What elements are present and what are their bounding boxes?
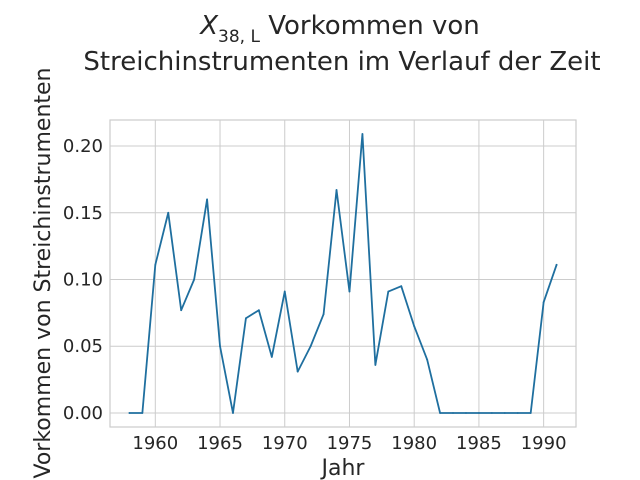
y-tick-label: 0.10 (63, 270, 103, 291)
series-point (452, 412, 454, 414)
series-point (400, 285, 403, 288)
y-tick-label: 0.20 (63, 136, 103, 157)
series-point (348, 290, 351, 293)
y-tick-label: 0.05 (63, 336, 103, 357)
x-tick-label: 1970 (262, 433, 308, 454)
series-point (180, 309, 183, 312)
x-tick-label: 1980 (391, 433, 437, 454)
y-tick-label: 0.00 (63, 403, 103, 424)
series-point (361, 133, 364, 135)
series-point (309, 345, 312, 348)
series-point (490, 412, 493, 414)
x-tick-label: 1985 (456, 433, 502, 454)
series-point (128, 412, 131, 414)
series-point (503, 412, 506, 414)
series-point (529, 412, 532, 414)
series-point (335, 189, 338, 191)
y-tick-labels: 0.00 0.05 0.10 0.15 0.20 (63, 136, 103, 424)
series-point (439, 412, 441, 414)
series-point (245, 317, 247, 320)
series-point (154, 263, 157, 266)
series-point (387, 290, 390, 293)
series-point (232, 412, 234, 414)
series-point (465, 412, 467, 414)
series-point (322, 313, 325, 316)
series-point (426, 358, 429, 361)
series-line (128, 133, 558, 414)
chart-title-line1: X38, L Vorkommen von (198, 11, 480, 47)
chart-title-line2: Streichinstrumenten im Verlauf der Zeit (83, 47, 600, 77)
y-axis-label: Vorkommen von Streichinstrumenten (31, 68, 56, 479)
series-layer (128, 133, 558, 414)
series-point (270, 356, 273, 358)
series-point (478, 412, 480, 414)
x-axis-label: Jahr (320, 456, 366, 480)
x-tick-label: 1990 (521, 433, 567, 454)
series-point (555, 263, 558, 266)
grid (110, 120, 576, 427)
x-tick-labels: 1960 1965 1970 1975 1980 1985 1990 (132, 433, 566, 454)
series-point (413, 325, 416, 328)
title-rest: Vorkommen von (260, 11, 480, 41)
title-math-subscript: 38, L (218, 27, 260, 47)
series-point (283, 290, 286, 293)
series-point (219, 345, 221, 348)
series-point (167, 211, 170, 214)
series-point (516, 412, 519, 414)
y-tick-label: 0.15 (63, 203, 103, 224)
series-point (374, 364, 377, 366)
plot-frame (109, 119, 577, 428)
series-point (141, 412, 144, 414)
title-math-symbol: X (198, 11, 219, 41)
series-point (296, 370, 299, 373)
series-point (542, 301, 545, 304)
series-point (257, 309, 260, 312)
x-tick-label: 1960 (132, 433, 178, 454)
series-point (193, 278, 196, 281)
x-tick-label: 1975 (327, 433, 373, 454)
series-point (206, 198, 208, 201)
x-tick-label: 1965 (197, 433, 243, 454)
